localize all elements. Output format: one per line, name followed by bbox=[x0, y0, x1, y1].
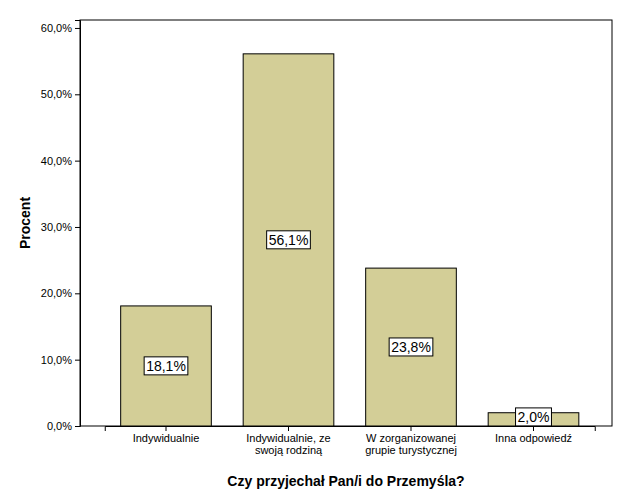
data-label-box bbox=[267, 231, 311, 249]
bar bbox=[121, 306, 212, 426]
x-tick: Indywidualnie bbox=[133, 426, 200, 444]
y-tick-label: 0,0% bbox=[47, 420, 72, 432]
data-label-box bbox=[516, 408, 552, 426]
x-axis-title: Czy przyjechał Pan/i do Przemyśla? bbox=[227, 473, 464, 489]
data-label-box bbox=[144, 357, 188, 375]
x-tick-mark bbox=[411, 426, 412, 431]
data-label: 2,0% bbox=[516, 408, 552, 426]
y-tick: 30,0% bbox=[41, 221, 80, 233]
y-tick: 50,0% bbox=[41, 88, 80, 100]
x-tick-mark bbox=[166, 426, 167, 431]
y-tick-mark bbox=[75, 227, 80, 228]
bars bbox=[121, 54, 579, 426]
x-tick-label: Inna odpowiedź bbox=[495, 432, 572, 444]
x-tick: Indywidualnie, zeswoją rodziną bbox=[246, 426, 330, 456]
y-tick: 10,0% bbox=[41, 354, 80, 366]
y-axis-title: Procent bbox=[17, 197, 33, 249]
y-tick-label: 30,0% bbox=[41, 221, 72, 233]
y-tick: 0,0% bbox=[47, 420, 80, 432]
y-tick-mark bbox=[75, 161, 80, 162]
y-tick-label: 40,0% bbox=[41, 155, 72, 167]
x-tick-label-line: swoją rodziną bbox=[255, 444, 323, 456]
y-tick-label: 60,0% bbox=[41, 22, 72, 34]
x-tick-mark bbox=[533, 426, 534, 431]
data-label: 56,1% bbox=[267, 231, 311, 249]
data-label: 18,1% bbox=[144, 357, 188, 375]
y-tick-mark bbox=[75, 426, 80, 427]
x-tick-label-line: Inna odpowiedź bbox=[495, 432, 572, 444]
data-label-text: 2,0% bbox=[518, 409, 550, 425]
x-axis-line bbox=[105, 427, 595, 432]
x-tick-label-line: Indywidualnie, ze bbox=[246, 432, 330, 444]
data-label-box bbox=[389, 338, 433, 356]
plot-frame bbox=[80, 20, 612, 426]
bar bbox=[366, 268, 457, 426]
y-tick-label: 20,0% bbox=[41, 287, 72, 299]
y-tick-mark bbox=[75, 28, 80, 29]
data-labels: 18,1% 56,1% 23,8% 2,0% bbox=[144, 231, 551, 426]
y-tick-mark bbox=[75, 94, 80, 95]
y-tick-mark bbox=[75, 293, 80, 294]
x-axis: Indywidualnie Indywidualnie, zeswoją rodz… bbox=[105, 426, 595, 456]
x-tick-label: W zorganizowanejgrupie turystycznej bbox=[365, 432, 457, 457]
x-tick-label-line: Indywidualnie bbox=[133, 432, 200, 444]
background bbox=[0, 0, 629, 504]
x-tick-label: Indywidualnie, zeswoją rodziną bbox=[246, 432, 330, 457]
x-tick: W zorganizowanejgrupie turystycznej bbox=[365, 426, 457, 456]
x-tick-label: Indywidualnie bbox=[133, 432, 200, 444]
y-tick-label: 50,0% bbox=[41, 88, 72, 100]
data-label: 23,8% bbox=[389, 338, 433, 356]
x-tick-mark bbox=[288, 426, 289, 431]
data-label-text: 18,1% bbox=[146, 358, 186, 374]
data-label-text: 23,8% bbox=[391, 339, 431, 355]
x-tick: Inna odpowiedź bbox=[495, 426, 572, 444]
chart: 0,0% 10,0% 20,0% 30,0% 40,0% 50,0% 60,0% Indywi… bbox=[0, 0, 629, 504]
y-tick: 40,0% bbox=[41, 155, 80, 167]
data-label-text: 56,1% bbox=[269, 232, 309, 248]
y-tick: 20,0% bbox=[41, 287, 80, 299]
x-tick-label-line: W zorganizowanej bbox=[366, 432, 456, 444]
y-tick: 60,0% bbox=[41, 22, 80, 34]
y-axis-line bbox=[75, 21, 81, 427]
y-tick-mark bbox=[75, 360, 80, 361]
x-tick-label-line: grupie turystycznej bbox=[365, 444, 457, 456]
y-axis: 0,0% 10,0% 20,0% 30,0% 40,0% 50,0% 60,0% bbox=[41, 21, 81, 433]
y-tick-label: 10,0% bbox=[41, 354, 72, 366]
bar bbox=[243, 54, 334, 426]
